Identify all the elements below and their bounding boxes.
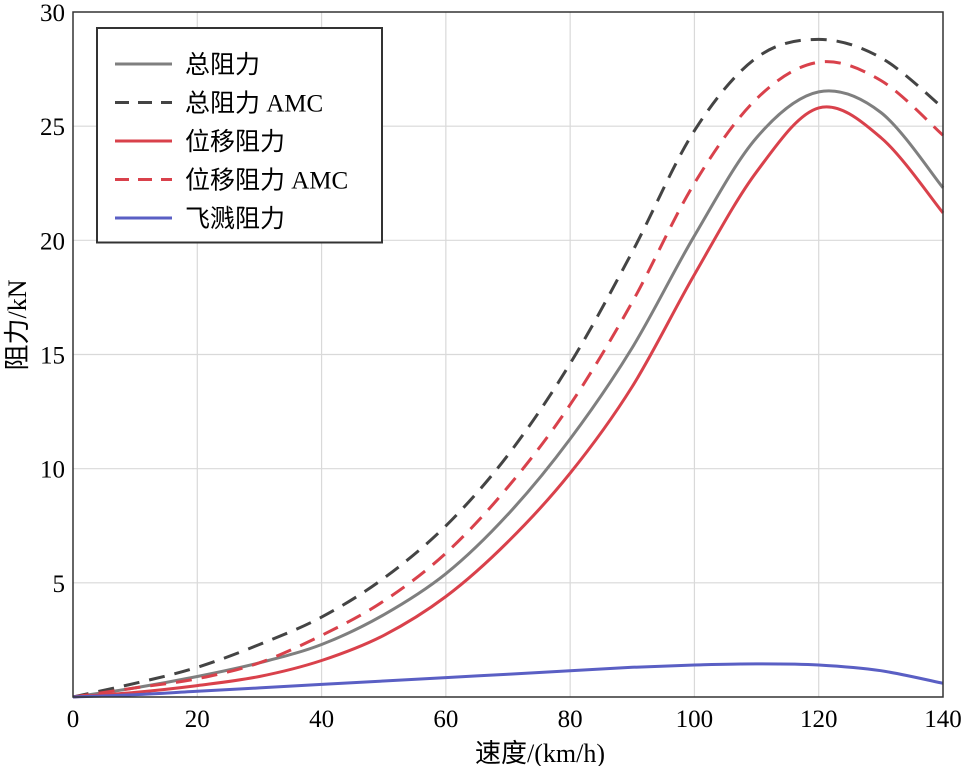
x-tick-label: 60 <box>433 706 458 733</box>
y-tick-label: 10 <box>40 457 65 484</box>
x-tick-label: 100 <box>676 706 714 733</box>
series-lines <box>72 37 945 699</box>
x-tick-label: 20 <box>185 706 210 733</box>
y-tick-label: 15 <box>40 343 65 370</box>
y-tick-label: 20 <box>40 228 65 255</box>
x-tick-label: 40 <box>309 706 334 733</box>
x-tick-label: 0 <box>67 706 80 733</box>
plot-frame <box>72 11 944 698</box>
series-line-1 <box>72 89 945 699</box>
grid-lines <box>73 12 943 697</box>
series-line-2 <box>72 37 944 699</box>
y-axis-label: 阻力/kN <box>3 279 32 370</box>
series-line-3 <box>72 105 945 699</box>
legend-label: 位移阻力 <box>185 128 285 156</box>
x-tick-label: 120 <box>800 706 838 733</box>
legend-label: 飞溅阻力 <box>185 205 285 233</box>
legend-label: 总阻力 <box>185 51 260 79</box>
tick-labels: 0 20 40 60 80 100 120 140 5 10 15 20 25 30 <box>40 0 962 733</box>
series-line-5 <box>72 662 944 699</box>
x-tick-label: 140 <box>924 706 962 733</box>
x-axis-label: 速度/(km/h) <box>475 739 605 766</box>
y-tick-label: 30 <box>40 0 65 27</box>
y-tick-label: 25 <box>40 114 65 141</box>
legend-label: 位移阻力 AMC <box>185 167 348 195</box>
x-tick-label: 80 <box>558 706 583 733</box>
legend-label: 总阻力 AMC <box>185 90 323 118</box>
y-tick-label: 5 <box>53 571 66 598</box>
series-line-4 <box>72 60 944 699</box>
